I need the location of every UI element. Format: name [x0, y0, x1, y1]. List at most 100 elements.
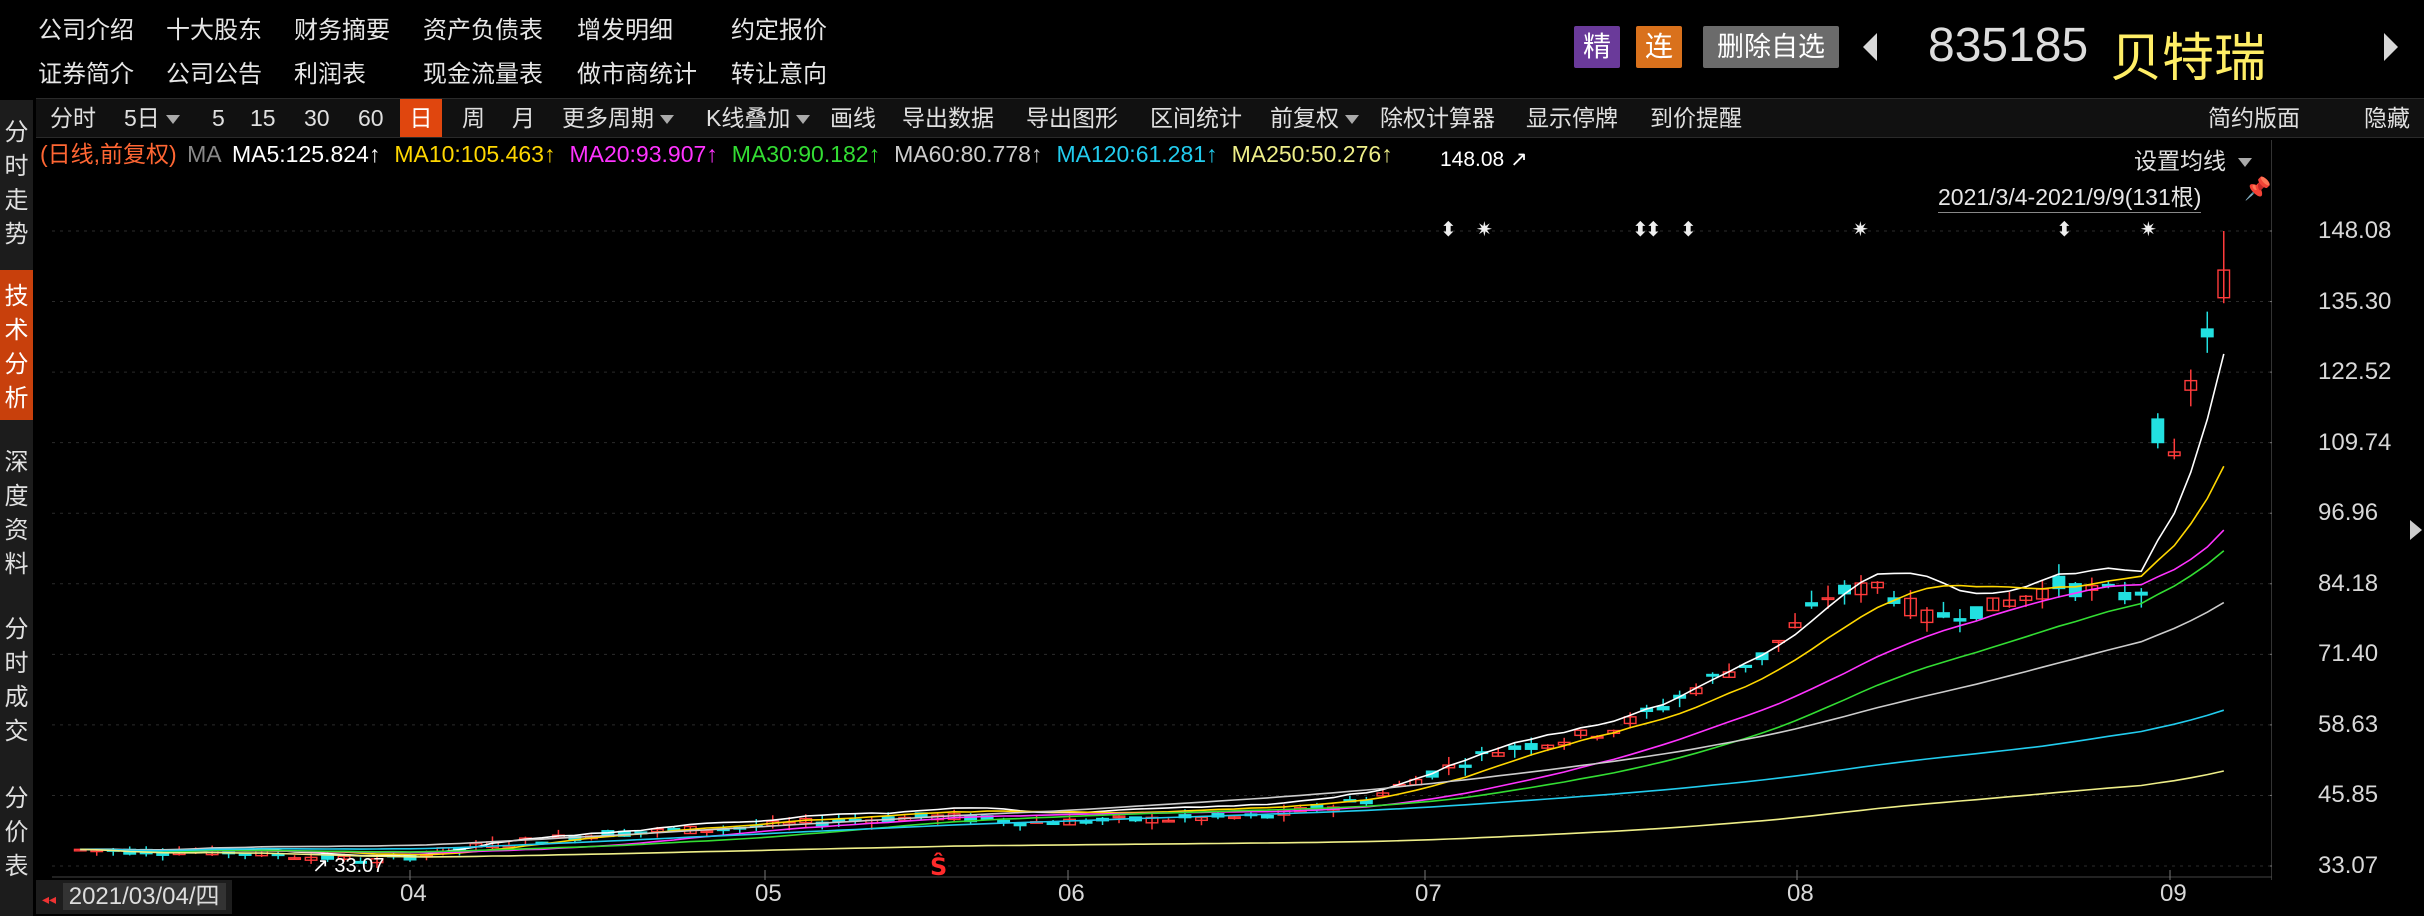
tab-intraday-trades[interactable]: 分时成交: [0, 605, 33, 755]
menu-market-maker-stats[interactable]: 做市商统计: [577, 61, 697, 88]
x-tick-label: 09: [2160, 880, 2187, 907]
candle-body: [1491, 752, 1505, 757]
tab-label: 分时成交: [4, 616, 29, 745]
candle-body: [1260, 814, 1274, 819]
tab-technical-analysis[interactable]: 技术分析: [0, 270, 33, 420]
candle-body: [1936, 612, 1950, 618]
tb-price-alert[interactable]: 到价提醒: [1650, 105, 1742, 131]
menu-agreed-quote[interactable]: 约定报价: [731, 17, 827, 44]
tb-intraday[interactable]: 分时: [50, 105, 96, 131]
tb-exright-calculator[interactable]: 除权计算器: [1380, 105, 1495, 131]
tb-show-suspension[interactable]: 显示停牌: [1526, 105, 1618, 131]
tb-draw-line[interactable]: 画线: [830, 105, 876, 131]
tb-label: 更多周期: [562, 105, 654, 131]
next-stock-icon[interactable]: [2384, 33, 2398, 61]
candle-body: [1227, 816, 1241, 820]
tb-kline-overlay[interactable]: K线叠加: [706, 99, 811, 137]
dropdown-icon: [796, 115, 811, 125]
ma-line-MA5: [80, 353, 2225, 857]
tb-label: K线叠加: [706, 105, 791, 131]
ma-legend-6: MA250:50.276↑: [1231, 141, 1393, 167]
tb-60min[interactable]: 60: [358, 105, 384, 131]
menu-balance-sheet[interactable]: 资产负债表: [423, 17, 543, 44]
menu-security-brief[interactable]: 证券简介: [38, 61, 134, 88]
tb-15min[interactable]: 15: [250, 105, 276, 131]
menu-company-intro[interactable]: 公司介绍: [38, 17, 134, 44]
candle-body: [304, 856, 318, 861]
y-tick-label: 109.74: [2318, 428, 2392, 456]
ma-settings-button[interactable]: 设置均线: [2134, 142, 2252, 176]
tb-export-data[interactable]: 导出数据: [902, 105, 994, 131]
dropdown-icon: [165, 115, 180, 125]
tb-5day[interactable]: 5日: [124, 99, 180, 137]
x-tick-label: 05: [755, 880, 782, 907]
menu-company-notice[interactable]: 公司公告: [166, 61, 262, 88]
ma-line-MA250: [80, 770, 2224, 858]
candle-body: [2002, 599, 2016, 607]
tb-monthly[interactable]: 月: [512, 105, 535, 131]
ma-legend-5: MA120:61.281↑: [1056, 141, 1218, 167]
x-tick-label: 07: [1415, 880, 1442, 907]
candle-body: [1458, 764, 1472, 768]
x-tick-label: 06: [1058, 880, 1085, 907]
event-marker-icon: ✷: [1852, 217, 1869, 241]
tb-simple-layout[interactable]: 简约版面: [2208, 105, 2300, 131]
candle-body: [1046, 821, 1060, 826]
prev-stock-icon[interactable]: [1863, 33, 1877, 61]
candle-body: [2052, 575, 2066, 590]
candle-body: [1162, 819, 1175, 823]
candle-body: [1541, 744, 1555, 749]
date-range-label: 2021/3/4-2021/9/9(131根): [1938, 178, 2202, 213]
tb-30min[interactable]: 30: [304, 105, 330, 131]
event-marker-icon: ⬍: [1440, 217, 1457, 241]
tab-intraday-trend[interactable]: 分时走势: [0, 110, 33, 250]
dropdown-icon: [2238, 158, 2252, 168]
tb-5min[interactable]: 5: [212, 105, 225, 131]
tb-range-stats[interactable]: 区间统计: [1150, 105, 1242, 131]
candle-body: [1805, 602, 1819, 607]
candle-body: [354, 860, 368, 864]
tb-hide[interactable]: 隐藏: [2364, 105, 2410, 131]
candle-body: [2200, 328, 2214, 338]
tb-more-periods[interactable]: 更多周期: [562, 99, 674, 137]
menu-financial-summary[interactable]: 财务摘要: [294, 17, 390, 44]
candlestick-chart[interactable]: 148.08 ↗↗ 33.07⬍ ✷ ⬍⬍ ⬍ ✷ ⬍ ✷Ŝ: [52, 140, 2272, 880]
tab-label: 技术分析: [4, 283, 29, 412]
menu-cashflow[interactable]: 现金流量表: [423, 61, 543, 88]
tab-label: 深度资料: [4, 449, 29, 578]
menu-income-statement[interactable]: 利润表: [294, 61, 366, 88]
scroll-left-icon[interactable]: ◂◂: [42, 891, 57, 907]
candle-body: [238, 853, 252, 856]
candle-body: [1953, 618, 1967, 622]
candle-body: [1755, 652, 1769, 661]
tb-export-graph[interactable]: 导出图形: [1026, 105, 1118, 131]
pin-icon[interactable]: 📌: [2244, 176, 2272, 201]
menu-transfer-intent[interactable]: 转让意向: [731, 61, 827, 88]
ma-settings-label: 设置均线: [2134, 148, 2226, 174]
chart-toolbar: 分时 5日 5 15 30 60 日 周 月 更多周期 K线叠加 画线 导出数据…: [36, 98, 2424, 138]
candle-body: [2184, 379, 2198, 391]
tb-forward-adjust[interactable]: 前复权: [1270, 99, 1359, 137]
menu-top-shareholders[interactable]: 十大股东: [166, 17, 262, 44]
menu-issuance-detail[interactable]: 增发明细: [577, 17, 673, 44]
candle-body: [2134, 591, 2148, 596]
candle-body: [1112, 815, 1126, 819]
tb-daily[interactable]: 日: [400, 99, 442, 137]
ma-line-MA20: [80, 529, 2225, 854]
candle-body: [650, 828, 664, 833]
remove-watchlist-button[interactable]: 删除自选: [1703, 26, 1839, 68]
candle-body: [1788, 622, 1802, 629]
y-tick-label: 58.63: [2318, 710, 2379, 738]
candle-body: [1574, 729, 1588, 737]
ma-legend-2: MA20:93.907↑: [569, 141, 718, 167]
ma-legend-1: MA10:105.463↑: [394, 141, 556, 167]
tb-weekly[interactable]: 周: [462, 105, 485, 131]
jing-badge[interactable]: 精: [1574, 26, 1620, 68]
candle-body: [1904, 597, 1917, 617]
tab-price-table[interactable]: 分价表: [0, 772, 33, 902]
lian-badge[interactable]: 连: [1636, 26, 1682, 68]
expand-right-icon[interactable]: [2410, 520, 2422, 540]
y-tick-label: 148.08: [2318, 217, 2392, 244]
ma-legend-3: MA30:90.182↑: [731, 141, 881, 167]
tab-deep-data[interactable]: 深度资料: [0, 438, 33, 588]
